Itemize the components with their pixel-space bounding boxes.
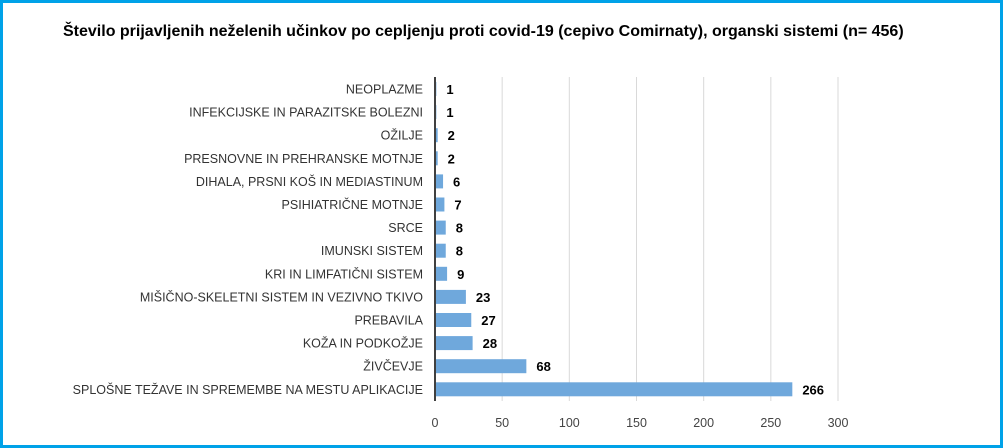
value-label: 28 xyxy=(483,336,497,351)
category-label: PREBAVILA xyxy=(354,314,423,328)
value-label: 6 xyxy=(453,174,460,189)
value-label: 2 xyxy=(448,151,455,166)
category-label: INFEKCIJSKE IN PARAZITSKE BOLEZNI xyxy=(189,106,423,120)
x-tick-label: 100 xyxy=(559,416,580,430)
x-tick-label: 150 xyxy=(626,416,647,430)
bar xyxy=(435,220,446,235)
bar xyxy=(435,174,444,189)
category-label: OŽILJE xyxy=(381,128,423,143)
bar xyxy=(435,382,793,397)
value-label: 8 xyxy=(456,244,463,259)
x-tick-label: 0 xyxy=(432,416,439,430)
category-label: NEOPLAZME xyxy=(346,83,423,97)
value-label: 27 xyxy=(481,313,495,328)
bar xyxy=(435,151,438,166)
category-label: KOŽA IN PODKOŽJE xyxy=(303,336,423,351)
bar xyxy=(435,313,472,327)
bar xyxy=(435,197,445,212)
value-label: 1 xyxy=(446,105,453,120)
bar xyxy=(435,336,473,351)
value-label: 7 xyxy=(454,198,461,213)
x-tick-label: 200 xyxy=(693,416,714,430)
value-label: 266 xyxy=(802,382,824,397)
category-label: SRCE xyxy=(388,221,423,235)
bar xyxy=(435,289,466,304)
chart-title: Število prijavljenih neželenih učinkov p… xyxy=(63,23,904,40)
bar xyxy=(435,243,446,258)
x-tick-label: 250 xyxy=(760,416,781,430)
category-label: ŽIVČEVJE xyxy=(363,359,423,374)
category-label: MIŠIČNO-SKELETNI SISTEM IN VEZIVNO TKIVO xyxy=(140,289,423,304)
category-label: SPLOŠNE TEŽAVE IN SPREMEMBE NA MESTU APL… xyxy=(73,382,423,397)
value-label: 23 xyxy=(476,290,490,305)
bar xyxy=(435,266,448,281)
x-tick-label: 50 xyxy=(495,416,509,430)
category-label: IMUNSKI SISTEM xyxy=(321,244,423,258)
x-tick-label: 300 xyxy=(828,416,849,430)
bar xyxy=(435,359,527,374)
value-label: 9 xyxy=(457,267,464,282)
value-label: 1 xyxy=(446,82,453,97)
bar-chart: NEOPLAZME 1 INFEKCIJSKE IN PARAZITSKE BOLE… xyxy=(73,77,849,430)
bar xyxy=(435,128,438,143)
category-label: PSIHIATRIČNE MOTNJE xyxy=(282,197,423,212)
category-label: DIHALA, PRSNI KOŠ IN MEDIASTINUM xyxy=(196,174,423,189)
value-label: 2 xyxy=(448,128,455,143)
value-label: 68 xyxy=(536,359,550,374)
category-label: KRI IN LIMFATIČNI SISTEM xyxy=(265,266,423,281)
value-label: 8 xyxy=(456,221,463,236)
category-label: PRESNOVNE IN PREHRANSKE MOTNJE xyxy=(184,152,423,166)
